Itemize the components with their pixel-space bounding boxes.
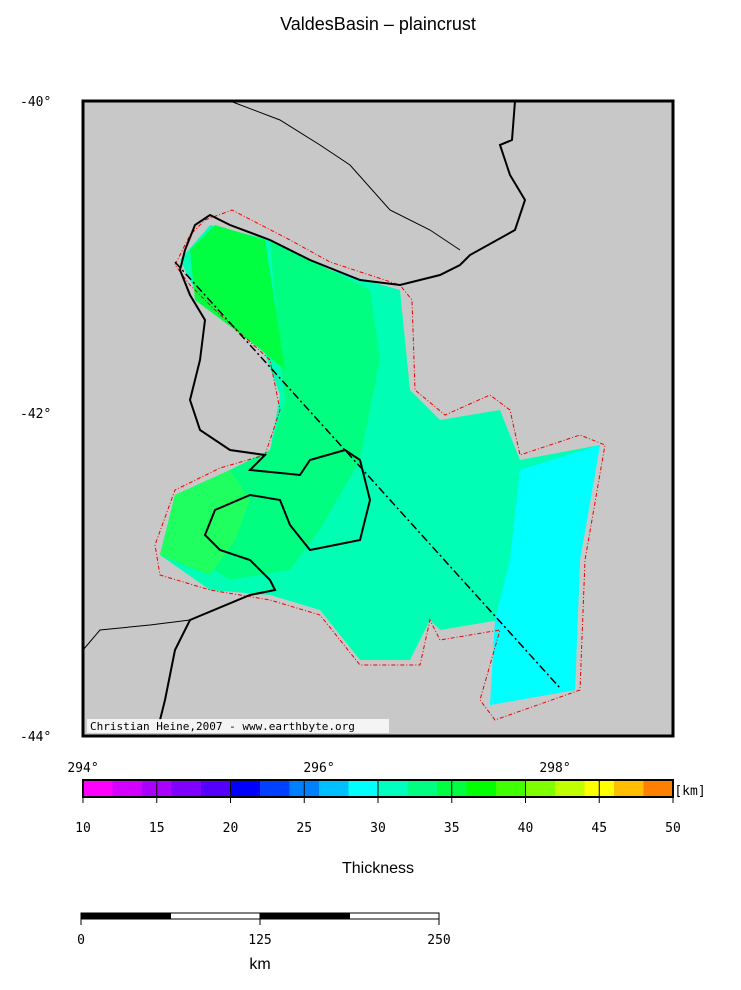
color-swatch <box>112 780 143 797</box>
map-frame <box>81 99 675 738</box>
credit: Christian Heine,2007 - www.earthbyte.org <box>90 720 355 733</box>
title: ValdesBasin – plaincrust <box>280 14 476 34</box>
scalebar-segment <box>259 912 350 920</box>
credit-box <box>87 719 389 733</box>
color-swatch <box>348 780 379 797</box>
colorbar-label: Thickness <box>342 860 414 877</box>
tick-label: 25 <box>296 821 312 836</box>
scalebar-segment <box>349 912 440 920</box>
tick-label: 15 <box>149 821 165 836</box>
coastline <box>82 100 461 651</box>
tick-label: 250 <box>427 933 450 948</box>
lon-label: 294° <box>67 761 98 776</box>
color-swatch <box>496 780 526 797</box>
scalebar-unit: km <box>249 956 270 973</box>
scalebar-segment <box>170 912 261 920</box>
lat-label: -44° <box>20 730 51 745</box>
color-swatch <box>407 780 438 797</box>
lat-label: -40° <box>20 95 51 110</box>
colorbar: 10 15 20 25 30 35 40 45 50 <box>75 779 681 836</box>
color-swatch <box>201 780 231 797</box>
thickness-region <box>490 445 600 705</box>
thickness-region <box>160 470 250 575</box>
tick-label: 35 <box>444 821 460 836</box>
color-swatch <box>643 780 674 797</box>
lat-label: -42° <box>20 407 51 422</box>
tick-label: 45 <box>591 821 607 836</box>
color-swatch <box>171 780 202 797</box>
basin-outline <box>154 209 606 721</box>
colorbar-unit: [km] <box>674 784 705 799</box>
thickness-region <box>190 225 285 370</box>
tick-label: 50 <box>665 821 681 836</box>
tick-label: 125 <box>248 933 271 948</box>
color-swatch <box>230 780 261 797</box>
tick-label: 10 <box>75 821 91 836</box>
lon-label: 298° <box>539 761 570 776</box>
color-swatch <box>525 780 556 797</box>
lon-label: 296° <box>303 761 334 776</box>
scalebar: 0 125 250 <box>77 912 451 948</box>
color-swatch <box>260 780 290 797</box>
color-swatch <box>466 780 497 797</box>
tick-label: 20 <box>223 821 239 836</box>
color-swatch <box>555 780 585 797</box>
tick-label: 40 <box>518 821 534 836</box>
tick-label: 30 <box>370 821 386 836</box>
color-swatch <box>378 780 408 797</box>
tick-label: 0 <box>77 933 85 948</box>
coastline <box>159 100 527 721</box>
scalebar-segment <box>80 912 171 920</box>
color-swatch <box>83 780 113 797</box>
map: Christian Heine,2007 - www.earthbyte.org… <box>20 95 675 776</box>
color-swatch <box>614 780 644 797</box>
color-swatch <box>319 780 349 797</box>
